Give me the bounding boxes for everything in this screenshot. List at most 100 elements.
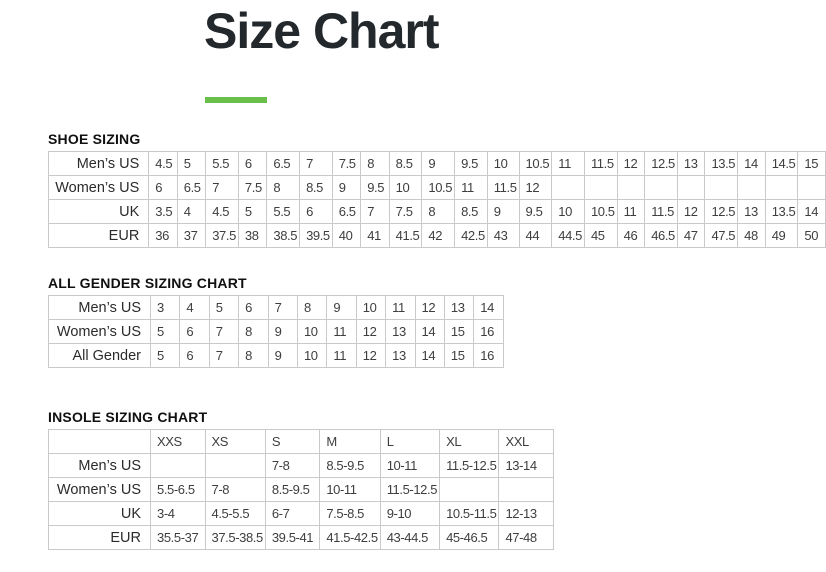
table-cell: 8.5-9.5 xyxy=(319,453,381,478)
table-cell: 43 xyxy=(486,223,520,248)
table-cell: 11.5 xyxy=(583,151,618,176)
table-cell: 15 xyxy=(797,151,826,176)
table-cell: 7 xyxy=(360,199,390,224)
table-cell: 37 xyxy=(176,223,207,248)
table-cell: 6 xyxy=(179,343,210,368)
table-cell: 10.5-11.5 xyxy=(439,501,500,526)
table-cell: 11 xyxy=(326,343,357,368)
table-cell: 8 xyxy=(238,319,269,344)
table-cell: 9 xyxy=(421,151,456,176)
table-cell: 11.5-12.5 xyxy=(379,477,441,502)
table-cell xyxy=(737,175,766,200)
insole-sizing-table: XXS XS S M L XL XXL Men’s US 7-8 8.5-9.5 10-11 11.5… xyxy=(48,429,554,550)
table-cell: 3.5 xyxy=(148,199,178,224)
table-cell: 10 xyxy=(551,199,585,224)
table-cell: 5 xyxy=(149,343,181,368)
table-cell xyxy=(764,175,799,200)
row-label: UK xyxy=(48,501,151,526)
table-cell: 15 xyxy=(443,319,475,344)
table-header-row: XXS XS S M L XL XXL xyxy=(48,429,554,454)
table-cell: 12 xyxy=(518,175,553,200)
table-row: Women’s US 5.5-6.5 7-8 8.5-9.5 10-11 11.5-12.… xyxy=(48,477,554,502)
table-cell: 7.5 xyxy=(331,151,362,176)
table-cell: 6.5 xyxy=(176,175,207,200)
table-cell: 36 xyxy=(148,223,178,248)
table-cell: 12 xyxy=(355,343,387,368)
table-cell: 8 xyxy=(266,175,301,200)
shoe-sizing-section: SHOE SIZING Men’s US 4.5 5 5.5 6 6.5 7 7.5 8 8.5 9… xyxy=(47,131,826,248)
table-cell: 9-10 xyxy=(379,501,441,526)
table-cell: 7 xyxy=(205,175,239,200)
table-cell: 14 xyxy=(414,343,445,368)
all-gender-sizing-heading: ALL GENDER SIZING CHART xyxy=(48,275,247,291)
table-cell: 8.5 xyxy=(454,199,488,224)
table-cell: 5 xyxy=(208,295,240,320)
table-row: Men’s US 3 4 5 6 7 8 9 10 11 12 13 14 xyxy=(48,295,504,320)
table-cell: 12 xyxy=(616,151,646,176)
table-cell xyxy=(150,453,206,478)
table-cell: 11 xyxy=(551,151,585,176)
row-label: All Gender xyxy=(48,343,151,368)
table-cell: 11.5-12.5 xyxy=(439,453,500,478)
table-cell: 9.5 xyxy=(518,199,553,224)
table-cell: 5 xyxy=(237,199,268,224)
table-cell: 10-11 xyxy=(379,453,441,478)
table-cell: 6 xyxy=(238,295,269,320)
table-cell: 40 xyxy=(331,223,362,248)
table-cell: 12.5 xyxy=(704,199,739,224)
row-label: EUR xyxy=(48,525,151,550)
table-cell: 49 xyxy=(764,223,799,248)
table-cell: 7-8 xyxy=(264,453,321,478)
table-cell: 7 xyxy=(299,151,333,176)
insole-sizing-section: INSOLE SIZING CHART XXS XS S M L XL XXL Men’s U… xyxy=(48,409,554,550)
table-cell: 12 xyxy=(676,199,706,224)
table-cell: 10 xyxy=(355,295,387,320)
table-cell: 9 xyxy=(326,295,357,320)
table-cell xyxy=(704,175,739,200)
insole-sizing-heading: INSOLE SIZING CHART xyxy=(48,409,208,425)
table-cell: 14.5 xyxy=(764,151,799,176)
table-cell: 6 xyxy=(299,199,333,224)
table-cell: 46 xyxy=(616,223,646,248)
table-cell: 7 xyxy=(267,295,298,320)
table-cell: 8.5-9.5 xyxy=(264,477,321,502)
table-cell: 7 xyxy=(208,319,240,344)
table-cell xyxy=(498,477,554,502)
table-cell: 4 xyxy=(176,199,207,224)
row-label: Women’s US xyxy=(48,319,151,344)
table-cell: 11 xyxy=(326,319,357,344)
table-cell: 38.5 xyxy=(266,223,301,248)
table-cell: 7.5 xyxy=(388,199,423,224)
table-cell: 11 xyxy=(385,295,416,320)
table-cell: 46.5 xyxy=(644,223,678,248)
table-row: EUR 35.5-37 37.5-38.5 39.5-41 41.5-42.5 43-44… xyxy=(48,525,554,550)
table-cell: 6 xyxy=(237,151,268,176)
table-cell: 15 xyxy=(443,343,475,368)
table-cell: 13 xyxy=(676,151,706,176)
row-label: Women’s US xyxy=(48,477,151,502)
table-row: UK 3-4 4.5-5.5 6-7 7.5-8.5 9-10 10.5-11.5 12-13 xyxy=(48,501,554,526)
table-cell: 9 xyxy=(267,343,298,368)
table-cell: 11.5 xyxy=(486,175,520,200)
table-cell: 5 xyxy=(176,151,207,176)
table-cell: 10.5 xyxy=(583,199,618,224)
table-cell xyxy=(797,175,826,200)
table-cell: 5.5 xyxy=(266,199,301,224)
table-cell: 4.5 xyxy=(148,151,178,176)
table-cell: 10.5 xyxy=(518,151,553,176)
table-cell: 9.5 xyxy=(360,175,390,200)
table-row: UK 3.5 4 4.5 5 5.5 6 6.5 7 7.5 8 8.5 9 9.5 10 10.5 11 11.… xyxy=(47,199,826,224)
shoe-sizing-heading: SHOE SIZING xyxy=(48,131,141,147)
row-label: UK xyxy=(47,199,150,224)
column-header-cell: XXS xyxy=(150,429,206,454)
accent-underline-bar xyxy=(205,97,267,103)
table-cell: 8 xyxy=(421,199,456,224)
table-row: Men’s US 4.5 5 5.5 6 6.5 7 7.5 8 8.5 9 9.5 10 10.5 11 1… xyxy=(47,151,826,176)
table-cell: 38 xyxy=(237,223,268,248)
table-cell: 7.5 xyxy=(237,175,268,200)
table-cell: 7-8 xyxy=(204,477,266,502)
table-cell: 4.5 xyxy=(205,199,239,224)
table-cell: 14 xyxy=(473,295,504,320)
table-cell: 12.5 xyxy=(644,151,678,176)
table-cell xyxy=(583,175,618,200)
